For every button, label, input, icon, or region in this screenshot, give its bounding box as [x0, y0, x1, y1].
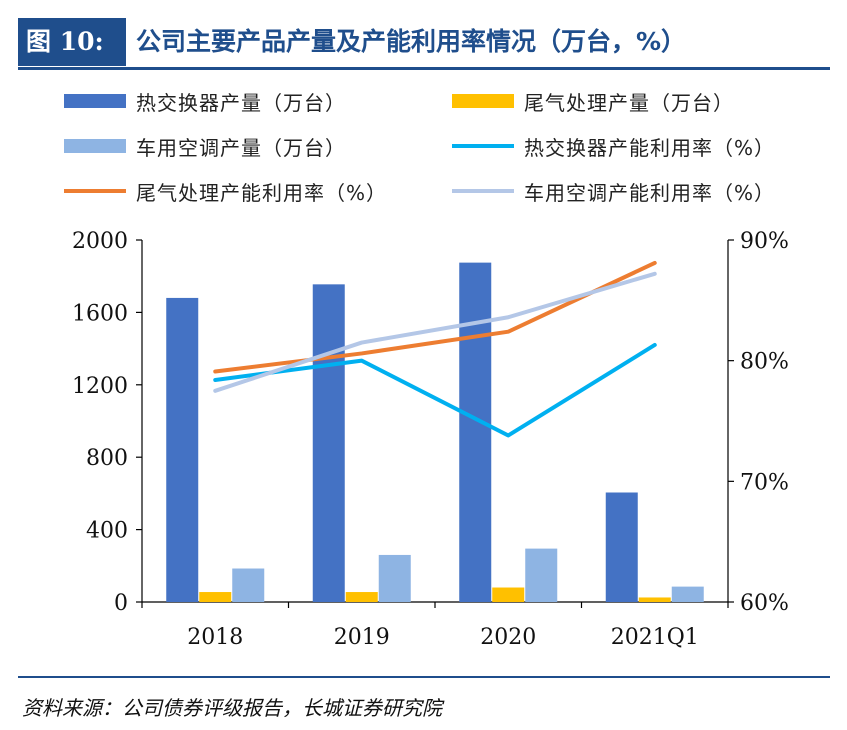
- x-tick-label: 2018: [187, 625, 243, 650]
- figure-title: 公司主要产品产量及产能利用率情况（万台，%）: [136, 27, 687, 56]
- x-tick-label: 2021Q1: [611, 625, 699, 650]
- hx-util-line-point: [213, 378, 217, 382]
- y-right-tick-label: 80%: [740, 350, 789, 375]
- legend-label: 车用空调产量（万台）: [136, 135, 346, 160]
- source-note: 资料来源：公司债券评级报告，长城证券研究院: [22, 696, 442, 720]
- wq-util-line-point: [213, 370, 217, 374]
- hx-util-line-point: [653, 343, 657, 347]
- legend-label: 尾气处理产量（万台）: [524, 90, 734, 115]
- y-left-tick-label: 0: [114, 591, 128, 616]
- combo-chart: 0 400 800 1200 1600 2000 60% 70% 80% 90% 2018 2019 2…: [72, 229, 789, 650]
- y-right-tick-label: 90%: [740, 229, 789, 254]
- legend-item-wq-output: 尾气处理产量（万台）: [452, 86, 734, 116]
- legend-swatch: [452, 189, 514, 193]
- bar-hx-output: [605, 492, 638, 602]
- y-right-tick-label: 70%: [740, 470, 789, 495]
- bar-cy-output: [232, 568, 265, 602]
- bar-wq-output: [199, 592, 232, 602]
- title-divider: [18, 67, 830, 70]
- bar-wq-output: [345, 592, 378, 602]
- footer-divider: [18, 676, 830, 678]
- x-tick-label: 2019: [334, 625, 390, 650]
- cy-util-line-point: [506, 315, 510, 319]
- legend-item-hx-output: 热交换器产量（万台）: [64, 86, 346, 116]
- hx-util-line: [213, 342, 657, 438]
- legend-swatch: [452, 144, 514, 148]
- bar-cy-output: [671, 586, 704, 602]
- legend-swatch: [64, 189, 126, 193]
- hx-util-line-point: [360, 359, 364, 363]
- wq-util-line: [213, 260, 657, 374]
- cy-util-line-point: [213, 389, 217, 393]
- legend-label: 热交换器产量（万台）: [136, 90, 346, 115]
- y-left-tick-label: 2000: [72, 229, 128, 254]
- legend-label: 热交换器产能利用率（%）: [524, 135, 776, 160]
- figure-title-bar: 图 10: 公司主要产品产量及产能利用率情况（万台，%）: [18, 18, 830, 66]
- wq-util-line-point: [653, 261, 657, 265]
- bar-hx-output: [312, 284, 345, 602]
- legend-swatch: [452, 94, 514, 108]
- legend-label: 车用空调产能利用率（%）: [524, 180, 776, 205]
- legend-swatch: [64, 139, 126, 153]
- y-left-tick-label: 400: [86, 519, 128, 544]
- bar-hx-output: [459, 262, 492, 602]
- y-right-tick-label: 60%: [740, 591, 789, 616]
- y-left-tick-label: 1200: [72, 374, 128, 399]
- legend-label: 尾气处理产能利用率（%）: [136, 180, 388, 205]
- wq-util-line-point: [506, 330, 510, 334]
- bar-cy-output: [525, 548, 558, 602]
- wq-util-line-point: [360, 351, 364, 355]
- legend-item-hx-util: 热交换器产能利用率（%）: [452, 131, 775, 161]
- cy-util-line: [213, 271, 657, 393]
- legend-item-wq-util: 尾气处理产能利用率（%）: [64, 176, 387, 206]
- bar-hx-output: [166, 297, 199, 602]
- x-tick-label: 2020: [480, 625, 536, 650]
- cy-util-line-point: [360, 341, 364, 345]
- cy-util-line-point: [653, 272, 657, 276]
- legend-swatch: [64, 94, 126, 108]
- legend-item-cy-output: 车用空调产量（万台）: [64, 131, 346, 161]
- legend-item-cy-util: 车用空调产能利用率（%）: [452, 176, 775, 206]
- bar-wq-output: [492, 587, 525, 602]
- y-left-tick-label: 800: [86, 446, 128, 471]
- bar-cy-output: [378, 554, 411, 602]
- bar-wq-output: [638, 597, 671, 602]
- y-left-tick-label: 1600: [72, 301, 128, 326]
- figure-number: 图 10:: [18, 18, 126, 66]
- hx-util-line-point: [506, 433, 510, 437]
